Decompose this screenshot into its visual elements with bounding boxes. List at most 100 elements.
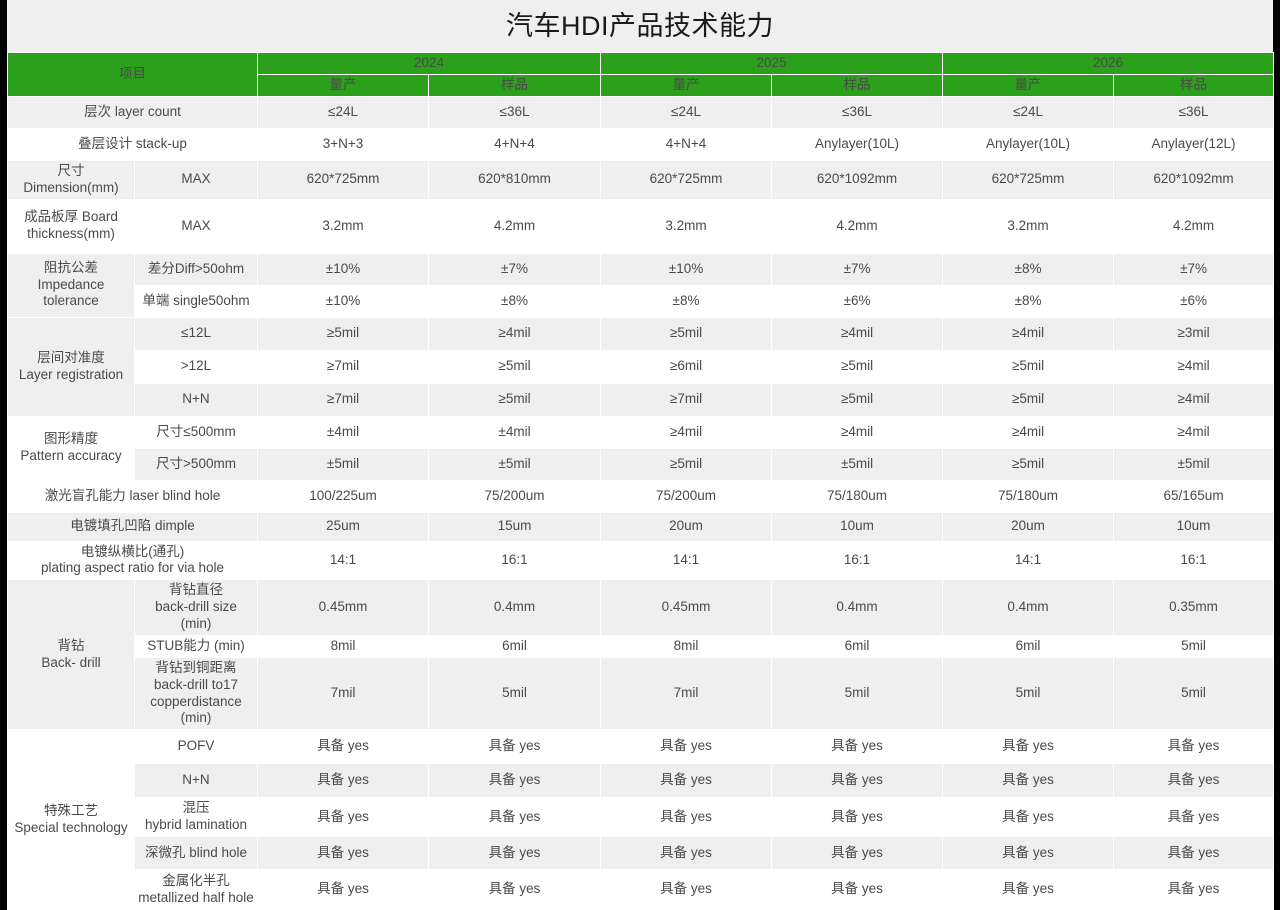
cell-value: 0.4mm xyxy=(771,579,944,636)
cell-value: 75/180um xyxy=(771,479,944,513)
cell-value: ±5mil xyxy=(771,447,944,481)
cell-value: 具备 yes xyxy=(1113,836,1275,870)
row-label: 成品板厚 Board thickness(mm) xyxy=(7,198,135,254)
cell-value: 具备 yes xyxy=(771,869,944,910)
cell-value: 14:1 xyxy=(600,540,773,581)
cell-value: 4.2mm xyxy=(427,198,602,254)
cell-value: 3.2mm xyxy=(942,198,1115,254)
cell-value: ≥7mil xyxy=(257,349,429,384)
row-group-label: 层间对准度 Layer registration xyxy=(7,316,135,417)
row-sub-label: 单端 single50ohm xyxy=(134,284,258,318)
row-label: 尺寸Dimension(mm) xyxy=(7,159,135,200)
cell-value: ±8% xyxy=(942,252,1115,286)
cell-value: Anylayer(10L) xyxy=(771,127,944,161)
header-year-2025: 2025 xyxy=(600,52,944,75)
cell-value: ±8% xyxy=(427,284,602,318)
cell-value: ≥4mil xyxy=(942,316,1115,351)
cell-value: 20um xyxy=(600,511,773,542)
table-row: 混压 hybrid lamination 具备 yes 具备 yes 具备 yes 具备 … xyxy=(8,797,1275,837)
table-row: 叠层设计 stack-up 3+N+3 4+N+4 4+N+4 Anylayer(10L… xyxy=(7,127,1275,161)
header-2025-mass-production: 量产 xyxy=(600,73,773,97)
cell-value: 14:1 xyxy=(257,540,429,581)
table-row: 电镀纵横比(通孔) plating aspect ratio for via ho… xyxy=(7,540,1275,581)
cell-value: ≥5mil xyxy=(771,349,944,384)
cell-value: 75/200um xyxy=(600,479,773,513)
table-row: 深微孔 blind hole 具备 yes 具备 yes 具备 yes 具备 yes 具备… xyxy=(8,836,1275,870)
table-row: 尺寸>500mm ±5mil ±5mil ≥5mil ±5mil ≥5mil ±5mil xyxy=(8,447,1275,481)
cell-value: ±7% xyxy=(771,252,944,286)
cell-value: 6mil xyxy=(427,634,602,658)
cell-value: 3+N+3 xyxy=(257,127,429,161)
header-2026-sample: 样品 xyxy=(1113,73,1275,97)
cell-value: 具备 yes xyxy=(1113,869,1275,910)
cell-value: 16:1 xyxy=(427,540,602,581)
cell-value: ≥4mil xyxy=(1113,349,1275,384)
row-label: 激光盲孔能力 laser blind hole xyxy=(7,479,258,513)
cell-value: ±10% xyxy=(600,252,773,286)
cell-value: 0.4mm xyxy=(427,579,602,636)
table-row: 电镀填孔凹陷 dimple 25um 15um 20um 10um 20um 10um xyxy=(7,511,1275,542)
row-group-label: 图形精度 Pattern accuracy xyxy=(7,415,135,481)
row-sub-label: MAX xyxy=(134,159,258,200)
header-2024-mass-production: 量产 xyxy=(257,73,429,97)
cell-value: 6mil xyxy=(942,634,1115,658)
cell-value: 具备 yes xyxy=(1113,729,1275,765)
cell-value: 具备 yes xyxy=(771,797,944,837)
cell-value: ≤24L xyxy=(257,95,429,129)
cell-value: 4+N+4 xyxy=(427,127,602,161)
cell-value: 具备 yes xyxy=(427,763,602,799)
cell-value: ≥4mil xyxy=(1113,415,1275,449)
cell-value: ≤36L xyxy=(771,95,944,129)
page-title: 汽车HDI产品技术能力 xyxy=(7,0,1273,52)
header-year-2024: 2024 xyxy=(256,52,602,75)
cell-value: ±5mil xyxy=(257,447,429,481)
cell-value: ≥6mil xyxy=(600,349,773,384)
cell-value: 具备 yes xyxy=(942,729,1115,765)
cell-value: 0.35mm xyxy=(1113,579,1275,636)
cell-value: 5mil xyxy=(942,656,1115,731)
cell-value: ≥4mil xyxy=(771,415,944,449)
header-2024-sample: 样品 xyxy=(427,73,602,97)
cell-value: 具备 yes xyxy=(257,869,429,910)
table-body: 层次 layer count ≤24L ≤36L ≤24L ≤36L ≤24L ≤36L 叠层… xyxy=(7,95,1275,910)
cell-value: 具备 yes xyxy=(771,836,944,870)
row-sub-label: N+N xyxy=(134,382,258,417)
cell-value: ≥5mil xyxy=(942,447,1115,481)
row-sub-label: 背钻直径 back-drill size (min) xyxy=(134,579,258,636)
cell-value: ≥4mil xyxy=(942,415,1115,449)
cell-value: 25um xyxy=(257,511,429,542)
table-row: 图形精度 Pattern accuracy 尺寸≤500mm ±4mil ±4mil ≥4… xyxy=(7,415,1275,481)
cell-value: ≥5mil xyxy=(257,316,429,351)
row-label: 叠层设计 stack-up xyxy=(7,127,258,161)
cell-value: 10um xyxy=(1113,511,1275,542)
row-sub-label: N+N xyxy=(134,763,258,799)
cell-value: 具备 yes xyxy=(1113,797,1275,837)
cell-value: 8mil xyxy=(257,634,429,658)
cell-value: 4.2mm xyxy=(1113,198,1275,254)
row-sub-label: 背钻到铜距离 back-drill to17 copperdistance (min… xyxy=(134,656,258,731)
cell-value: 0.45mm xyxy=(257,579,429,636)
cell-value: ±5mil xyxy=(427,447,602,481)
cell-value: ≤36L xyxy=(427,95,602,129)
cell-value: ≥3mil xyxy=(1113,316,1275,351)
row-sub-label: MAX xyxy=(134,198,258,254)
row-sub-label: ≤12L xyxy=(134,316,258,351)
cell-value: ±10% xyxy=(257,284,429,318)
cell-value: 具备 yes xyxy=(600,797,773,837)
cell-value: 620*1092mm xyxy=(1113,159,1275,200)
cell-value: 具备 yes xyxy=(427,729,602,765)
table-header: 项目 2024 2025 2026 量产 样品 量产 样品 量产 样品 xyxy=(7,52,1275,97)
cell-value: 具备 yes xyxy=(942,869,1115,910)
cell-value: 5mil xyxy=(771,656,944,731)
cell-value: ≥5mil xyxy=(942,382,1115,417)
cell-value: 620*725mm xyxy=(942,159,1115,200)
cell-value: 10um xyxy=(771,511,944,542)
cell-value: ≥5mil xyxy=(427,349,602,384)
row-sub-label: 尺寸≤500mm xyxy=(134,415,258,449)
table-row: 背钻到铜距离 back-drill to17 copperdistance (min… xyxy=(8,656,1275,731)
cell-value: ±7% xyxy=(1113,252,1275,286)
cell-value: ≥7mil xyxy=(257,382,429,417)
cell-value: 16:1 xyxy=(771,540,944,581)
cell-value: ≥5mil xyxy=(771,382,944,417)
